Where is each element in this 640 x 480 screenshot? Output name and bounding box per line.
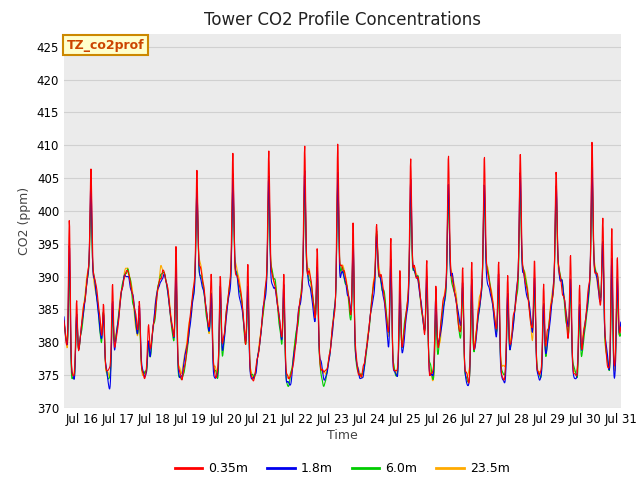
Title: Tower CO2 Profile Concentrations: Tower CO2 Profile Concentrations bbox=[204, 11, 481, 29]
Y-axis label: CO2 (ppm): CO2 (ppm) bbox=[18, 187, 31, 255]
Text: TZ_co2prof: TZ_co2prof bbox=[67, 38, 145, 51]
Legend: 0.35m, 1.8m, 6.0m, 23.5m: 0.35m, 1.8m, 6.0m, 23.5m bbox=[170, 457, 515, 480]
X-axis label: Time: Time bbox=[327, 429, 358, 442]
